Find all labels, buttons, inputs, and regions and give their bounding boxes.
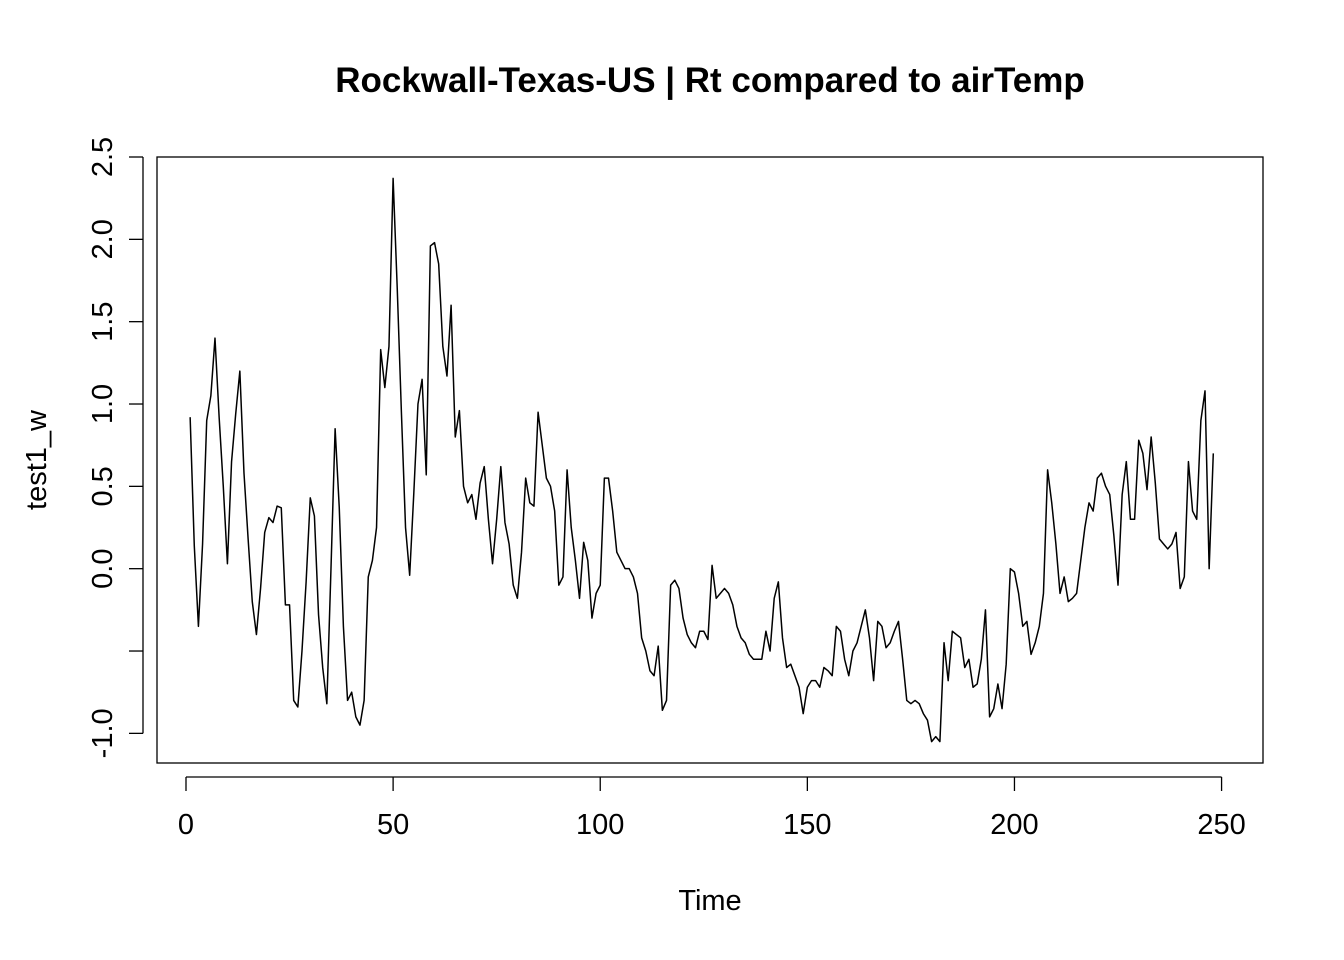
x-tick-label: 150 xyxy=(783,809,831,841)
y-tick-label: 2.5 xyxy=(87,137,119,177)
x-tick-label: 200 xyxy=(990,809,1038,841)
y-tick-label: 0.0 xyxy=(87,549,119,589)
y-tick-label: -1.0 xyxy=(87,708,119,758)
plot-frame xyxy=(156,156,1264,764)
x-axis-title: Time xyxy=(678,885,741,917)
series-line xyxy=(189,177,1215,743)
x-axis: 0 50 100 150 200 250 xyxy=(178,776,1246,841)
y-tick-label: 0.5 xyxy=(87,466,119,506)
y-tick-label: 2.0 xyxy=(87,219,119,259)
x-tick-label: 0 xyxy=(178,809,194,841)
y-axis-title: test1_w xyxy=(21,409,53,510)
y-tick-label: 1.0 xyxy=(87,384,119,424)
y-axis: -1.0 0.0 0.5 1.0 1.5 2.0 2.5 xyxy=(87,137,144,758)
x-tick-label: 100 xyxy=(576,809,624,841)
chart-title: Rockwall-Texas-US | Rt compared to airTe… xyxy=(335,61,1085,100)
y-tick-label: 1.5 xyxy=(87,302,119,342)
x-tick-label: 250 xyxy=(1197,809,1245,841)
x-tick-label: 50 xyxy=(377,809,409,841)
